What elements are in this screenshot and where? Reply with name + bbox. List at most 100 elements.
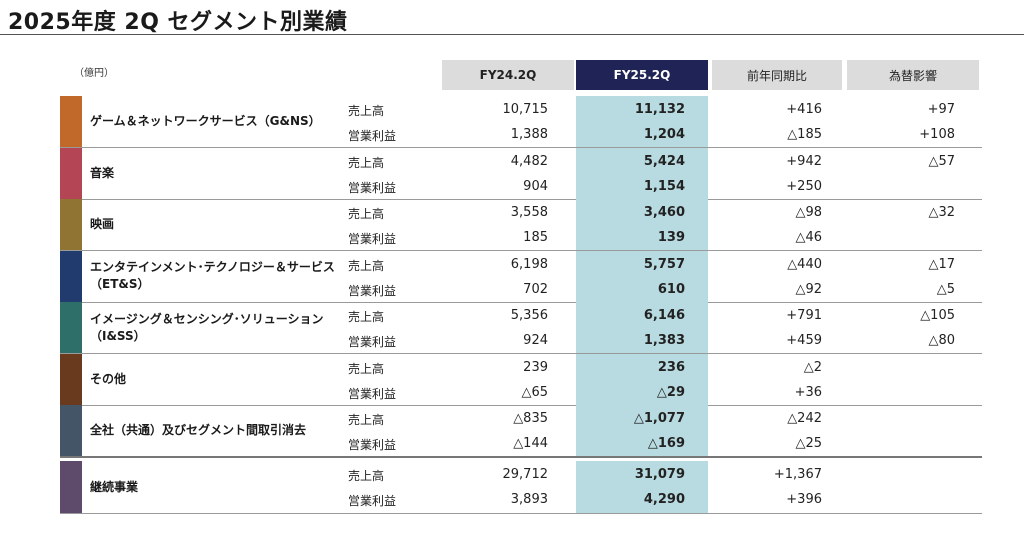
value-yoy: +942 xyxy=(786,153,822,169)
row-label: 売上高 xyxy=(348,207,385,221)
row-separator xyxy=(60,513,982,514)
title-rule xyxy=(0,34,1024,35)
value-yoy: △25 xyxy=(795,436,822,451)
value-fy25: 6,146 xyxy=(643,308,685,323)
segment-color-swatch xyxy=(60,302,82,354)
total-name: 継続事業 xyxy=(90,479,139,494)
segment-name: ゲーム＆ネットワークサービス（G&NS） xyxy=(90,114,321,129)
value-fy25: 610 xyxy=(657,281,685,297)
fy25-highlight xyxy=(576,250,708,302)
value-fy24: 29,712 xyxy=(502,467,549,482)
value-fy24: 10,715 xyxy=(502,102,549,117)
value-fy25: 31,079 xyxy=(634,467,685,482)
value-fy25: 3,460 xyxy=(643,205,685,220)
row-label: 売上高 xyxy=(348,361,385,376)
value-yoy: +250 xyxy=(786,178,822,194)
row-label: 売上高 xyxy=(348,258,385,273)
value-yoy: +396 xyxy=(786,492,822,507)
row-label: 営業利益 xyxy=(348,494,397,508)
segment-name: 全社（共通）及びセグメント間取引消去 xyxy=(90,423,307,438)
value-fy25: △29 xyxy=(656,384,685,400)
value-fy25: 11,132 xyxy=(634,102,685,117)
value-yoy: △46 xyxy=(795,230,822,245)
value-yoy: △98 xyxy=(795,205,822,220)
value-fy24: 6,198 xyxy=(510,256,548,272)
fy25-highlight xyxy=(576,405,708,457)
value-fy25: 139 xyxy=(657,230,685,245)
row-label: 営業利益 xyxy=(348,335,397,349)
column-header-fy25: FY25.2Q xyxy=(576,60,708,90)
value-fx: △5 xyxy=(936,281,955,297)
total-color-swatch xyxy=(60,461,82,513)
row-separator xyxy=(60,147,982,148)
value-fx: △105 xyxy=(920,308,955,323)
row-label: 売上高 xyxy=(348,155,385,170)
row-label: 売上高 xyxy=(348,310,385,324)
value-yoy: △2 xyxy=(803,359,822,375)
unit-label: （億円） xyxy=(74,68,114,79)
fy25-highlight xyxy=(576,461,708,513)
row-separator xyxy=(60,198,982,200)
row-label: 営業利益 xyxy=(348,386,397,401)
segment-name: エンタテインメント･テクノロジー＆サービス（ET&S） xyxy=(90,260,335,292)
fy25-highlight xyxy=(576,199,708,251)
value-fy24: 239 xyxy=(523,359,548,375)
row-separator xyxy=(60,456,982,458)
value-fy24: 3,558 xyxy=(510,205,548,220)
segment-color-swatch xyxy=(60,250,82,302)
row-label: 営業利益 xyxy=(348,232,397,246)
value-yoy: +1,367 xyxy=(773,467,822,482)
fy25-highlight xyxy=(576,353,708,405)
row-label: 営業利益 xyxy=(348,180,397,195)
value-yoy: △185 xyxy=(787,127,822,142)
value-fy25: 1,204 xyxy=(643,127,685,142)
value-yoy: △242 xyxy=(787,411,822,426)
segment-name: 映画 xyxy=(90,217,115,232)
value-fx: △80 xyxy=(928,333,955,348)
row-label: 売上高 xyxy=(348,469,385,483)
segment-color-swatch xyxy=(60,199,82,251)
value-yoy: +416 xyxy=(786,102,822,117)
value-fx: △57 xyxy=(928,153,955,169)
fy25-highlight xyxy=(576,147,708,199)
column-header-fx: 為替影響 xyxy=(847,60,979,90)
segment-color-swatch xyxy=(60,96,82,148)
value-fy25: △1,077 xyxy=(633,411,685,426)
row-separator xyxy=(60,353,982,354)
value-yoy: △440 xyxy=(787,256,822,272)
row-label: 売上高 xyxy=(348,104,385,118)
row-label: 営業利益 xyxy=(348,438,397,452)
value-fy24: 924 xyxy=(523,333,548,348)
value-fy24: 3,893 xyxy=(510,492,548,507)
value-fx: +108 xyxy=(919,127,955,142)
value-yoy: +791 xyxy=(786,308,822,323)
segment-color-swatch xyxy=(60,353,82,405)
column-header-yoy: 前年同期比 xyxy=(712,60,842,90)
value-fx: △32 xyxy=(928,205,955,220)
segment-color-swatch xyxy=(60,147,82,199)
value-fy25: 5,757 xyxy=(643,256,685,272)
value-yoy: +36 xyxy=(794,384,822,400)
value-fy25: 1,154 xyxy=(643,178,685,194)
value-fy24: △835 xyxy=(513,411,548,426)
value-fy24: 702 xyxy=(523,281,548,297)
value-fy25: 1,383 xyxy=(643,333,685,348)
segment-name: イメージング＆センシング･ソリューション（I&SS） xyxy=(90,311,324,343)
row-separator xyxy=(60,404,982,406)
value-fy25: 5,424 xyxy=(643,153,685,169)
value-fx: △17 xyxy=(928,256,955,272)
row-separator xyxy=(60,301,982,303)
column-header-fy24: FY24.2Q xyxy=(442,60,574,90)
row-label: 売上高 xyxy=(348,413,385,427)
segment-color-swatch xyxy=(60,405,82,457)
fy25-highlight xyxy=(576,302,708,354)
value-fy25: 4,290 xyxy=(643,492,685,507)
value-fy24: 1,388 xyxy=(510,127,548,142)
value-fy24: △144 xyxy=(513,436,548,451)
segment-name: 音楽 xyxy=(90,165,115,180)
row-separator xyxy=(60,250,982,251)
value-fy24: 185 xyxy=(523,230,548,245)
page-title: 2025年度 2Q セグメント別業績 xyxy=(8,10,348,35)
value-fy24: 4,482 xyxy=(510,153,548,169)
value-fy24: 5,356 xyxy=(510,308,548,323)
